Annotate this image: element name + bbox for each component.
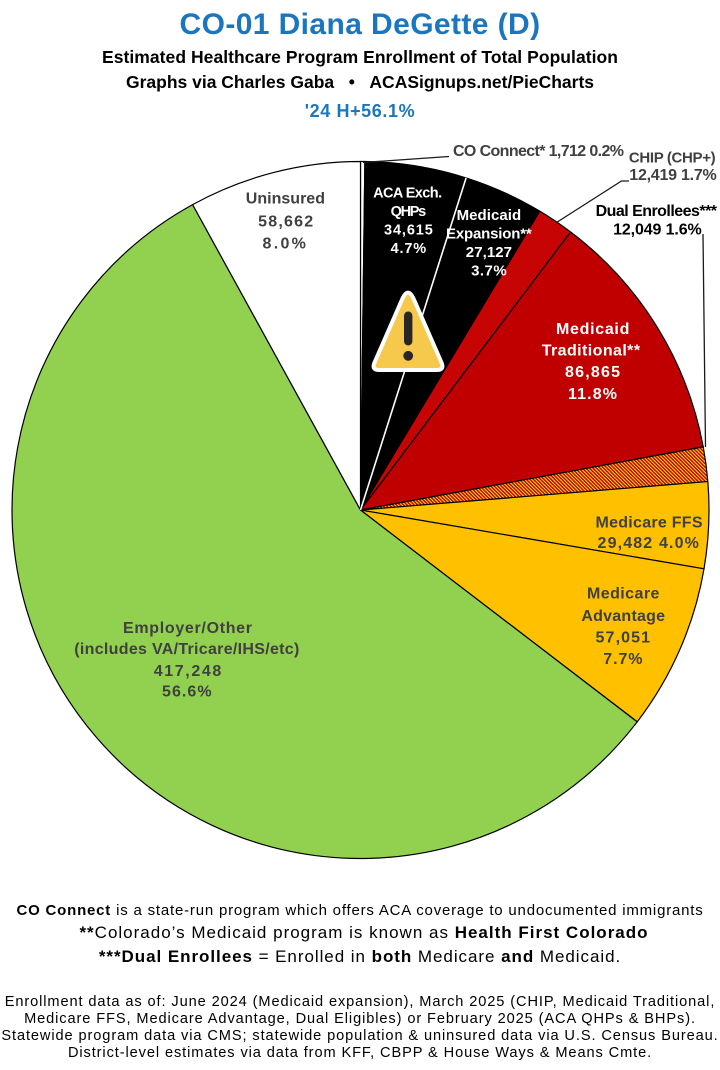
svg-text:Employer/Other: Employer/Other bbox=[123, 620, 252, 637]
svg-text:Traditional**: Traditional** bbox=[542, 343, 641, 360]
svg-text:11.8%: 11.8% bbox=[568, 386, 617, 403]
svg-text:Medicaid: Medicaid bbox=[556, 321, 629, 338]
svg-text:29,482 4.0%: 29,482 4.0% bbox=[598, 535, 699, 552]
svg-text:Advantage: Advantage bbox=[581, 608, 665, 625]
svg-text:Uninsured: Uninsured bbox=[246, 190, 325, 207]
svg-text:58,662: 58,662 bbox=[258, 214, 313, 231]
svg-text:ACA Exch.: ACA Exch. bbox=[373, 186, 442, 202]
svg-text:12,419 1.7%: 12,419 1.7% bbox=[629, 167, 716, 184]
svg-text:Medicare: Medicare bbox=[587, 585, 660, 602]
svg-text:CO Connect* 1,712 0.2%: CO Connect* 1,712 0.2% bbox=[453, 143, 624, 160]
svg-text:4.7%: 4.7% bbox=[391, 241, 427, 257]
svg-text:7.7%: 7.7% bbox=[603, 651, 642, 668]
svg-text:86,865: 86,865 bbox=[565, 364, 620, 381]
svg-text:Medicare FFS: Medicare FFS bbox=[596, 515, 703, 532]
svg-text:CHIP (CHP+): CHIP (CHP+) bbox=[629, 149, 716, 166]
svg-text:12,049 1.6%: 12,049 1.6% bbox=[613, 221, 702, 238]
svg-text:57,051: 57,051 bbox=[596, 629, 651, 646]
svg-text:QHPs: QHPs bbox=[391, 204, 427, 220]
svg-text:3.7%: 3.7% bbox=[471, 262, 507, 279]
svg-text:Medicaid: Medicaid bbox=[457, 207, 522, 224]
svg-text:34,615: 34,615 bbox=[384, 222, 433, 238]
svg-text:Expansion**: Expansion** bbox=[446, 225, 532, 242]
svg-text:(includes VA/Tricare/IHS/etc): (includes VA/Tricare/IHS/etc) bbox=[74, 641, 299, 658]
svg-text:8.0%: 8.0% bbox=[263, 235, 306, 252]
svg-text:Dual Enrollees***: Dual Enrollees*** bbox=[596, 203, 718, 220]
svg-text:417,248: 417,248 bbox=[154, 663, 222, 680]
svg-text:27,127: 27,127 bbox=[466, 244, 512, 261]
svg-text:56.6%: 56.6% bbox=[162, 683, 212, 700]
